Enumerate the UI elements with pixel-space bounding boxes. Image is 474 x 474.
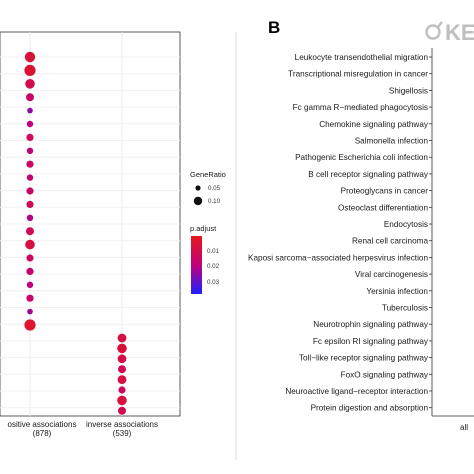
panel-b-x-tick-all: all [460, 423, 468, 432]
pathway-label: Neurotrophin signaling pathway [313, 320, 429, 329]
positive-associations-dot [24, 51, 36, 63]
legend-generatio-tick-small: 0.05 [208, 185, 221, 192]
pathway-label: Proteoglycans in cancer [341, 187, 429, 196]
positive-associations-dot [26, 147, 34, 154]
pathway-label: Tuberculosis [382, 304, 428, 313]
inverse-associations-dot [118, 406, 126, 415]
x-tick-positive-associations: ositive associations [8, 420, 77, 429]
inverse-associations-dot [117, 354, 127, 364]
positive-associations-dot [25, 79, 35, 89]
pathway-label: Yersinia infection [366, 287, 428, 296]
panel-b-pathway-labels: Leukocyte transendothelial migration Tran… [248, 53, 429, 413]
panel-a-dots [24, 51, 127, 415]
pathway-label: Leukocyte transendothelial migration [295, 53, 429, 62]
panel-b: B KE Leukocyte transendothelial migratio… [235, 18, 474, 460]
pathway-label: Toll−like receptor signaling pathway [299, 354, 429, 363]
positive-associations-dot [26, 267, 34, 275]
positive-associations-dot [26, 93, 34, 102]
pathway-label: Salmonella infection [355, 137, 429, 146]
pathway-label: Neuroactive ligand−receptor interaction [285, 387, 428, 396]
inverse-associations-dot [117, 375, 127, 384]
pathway-label: Shigellosis [389, 86, 428, 95]
positive-associations-dot [27, 308, 33, 315]
inverse-associations-dot [117, 395, 127, 406]
positive-associations-dot [26, 281, 34, 288]
legend-generatio-tick-large: 0.10 [208, 198, 221, 205]
pathway-label: Fc gamma R−mediated phagocytosis [293, 103, 428, 112]
legend-padjust-colorbar [191, 236, 202, 294]
x-tick-inverse-associations: (539) [113, 429, 132, 438]
pathway-label: FoxO signaling pathway [341, 370, 429, 379]
positive-associations-dot [26, 200, 34, 208]
inverse-associations-dot [118, 386, 126, 394]
inverse-associations-dot [117, 343, 127, 354]
legend-generatio-dot-large [193, 196, 203, 206]
positive-associations-dot [25, 239, 35, 250]
kegg-logo-icon [425, 24, 441, 40]
kegg-logo-arrow [436, 21, 443, 29]
kegg-logo-text: KE [445, 20, 474, 45]
pathway-label: Osteoclast differentiation [338, 203, 428, 212]
positive-associations-dot [26, 133, 34, 141]
positive-associations-dot [26, 120, 34, 128]
pathway-label: Chemokine signaling pathway [319, 120, 429, 129]
legend-padjust-tick-1: 0.01 [207, 248, 220, 255]
legend-padjust-title: p.adjust [190, 224, 217, 233]
pathway-label: Kaposi sarcoma−associated herpesvirus in… [248, 253, 428, 262]
pathway-label: Protein digestion and absorption [311, 404, 429, 413]
pathway-label: Fc epsilon RI signaling pathway [313, 337, 429, 346]
legend-generatio-dot-small [195, 185, 201, 191]
pathway-label: Pathogenic Escherichia coli infection [295, 153, 428, 162]
inverse-associations-dot [117, 333, 127, 343]
legend: GeneRatio 0.05 0.10 p.adjust 0.01 0.02 0… [190, 170, 226, 294]
inverse-associations-dot [118, 365, 126, 374]
positive-associations-dot [26, 160, 34, 168]
positive-associations-dot [26, 294, 34, 302]
positive-associations-dot [27, 107, 33, 114]
positive-associations-dot [26, 174, 34, 181]
panel-a: ositive associations(878) inverse associa… [0, 31, 181, 438]
pathway-label: Renal cell carcinoma [352, 237, 428, 246]
positive-associations-dot [26, 227, 34, 236]
legend-padjust-tick-2: 0.02 [207, 263, 220, 270]
x-tick-inverse-associations: inverse associations [86, 420, 158, 429]
panel-b-letter: B [268, 18, 280, 37]
panel-b-y-ticks [429, 56, 432, 409]
positive-associations-dot [24, 64, 36, 76]
pathway-label: B cell receptor signaling pathway [308, 170, 429, 179]
positive-associations-dot [26, 214, 34, 221]
positive-associations-dot [26, 254, 34, 262]
pathway-label: Endocytosis [384, 220, 428, 229]
panel-a-x-tick-labels: ositive associations(878) inverse associa… [8, 420, 158, 438]
kegg-logo: KE [425, 20, 474, 45]
positive-associations-dot [26, 187, 34, 195]
x-tick-positive-associations: (878) [33, 429, 52, 438]
pathway-label: Transcriptional misregulation in cancer [288, 70, 428, 79]
pathway-label: Viral carcinogenesis [355, 270, 428, 279]
positive-associations-dot [24, 319, 36, 331]
legend-generatio-title: GeneRatio [190, 170, 226, 179]
legend-padjust-tick-3: 0.03 [207, 279, 220, 286]
